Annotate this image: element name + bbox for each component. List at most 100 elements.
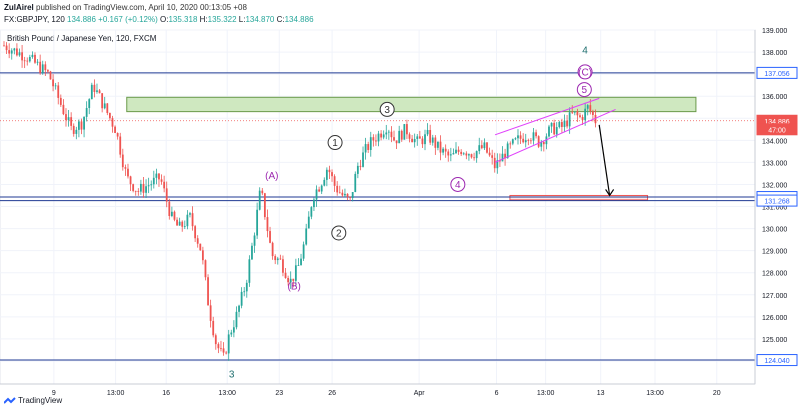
candle-body[interactable] xyxy=(449,154,452,156)
candle-body[interactable] xyxy=(328,169,331,173)
candle-body[interactable] xyxy=(421,138,424,145)
candle-body[interactable] xyxy=(584,108,587,121)
candle-body[interactable] xyxy=(579,115,581,117)
candle-body[interactable] xyxy=(49,71,52,80)
candle-body[interactable] xyxy=(101,93,104,109)
candle-body[interactable] xyxy=(346,193,349,197)
candle-body[interactable] xyxy=(434,137,437,148)
candle-body[interactable] xyxy=(21,52,23,61)
candle-body[interactable] xyxy=(478,145,481,152)
candle-body[interactable] xyxy=(26,60,29,62)
candle-body[interactable] xyxy=(501,153,504,162)
candle-body[interactable] xyxy=(62,104,65,115)
candle-body[interactable] xyxy=(75,129,78,134)
candle-body[interactable] xyxy=(555,127,558,135)
candle-body[interactable] xyxy=(323,179,326,186)
candle-body[interactable] xyxy=(96,90,98,92)
candle-body[interactable] xyxy=(393,137,395,141)
candle-body[interactable] xyxy=(437,141,439,148)
candle-body[interactable] xyxy=(158,173,160,180)
candle-body[interactable] xyxy=(475,151,478,159)
candle-body[interactable] xyxy=(248,259,251,283)
candle-body[interactable] xyxy=(318,189,321,192)
candle-body[interactable] xyxy=(28,56,31,62)
candle-body[interactable] xyxy=(336,185,339,193)
candle-body[interactable] xyxy=(103,103,106,109)
candle-body[interactable] xyxy=(41,64,44,73)
candle-body[interactable] xyxy=(127,168,129,177)
candle-body[interactable] xyxy=(380,133,383,138)
candle-body[interactable] xyxy=(509,143,512,145)
candle-body[interactable] xyxy=(217,344,220,349)
candle-body[interactable] xyxy=(214,335,217,345)
candle-body[interactable] xyxy=(106,103,109,113)
candle-body[interactable] xyxy=(550,122,553,127)
candle-body[interactable] xyxy=(589,105,592,112)
candle-body[interactable] xyxy=(573,111,576,113)
candle-body[interactable] xyxy=(480,145,483,149)
candle-body[interactable] xyxy=(282,259,284,273)
candle-body[interactable] xyxy=(375,140,377,142)
candle-body[interactable] xyxy=(196,238,199,244)
candle-body[interactable] xyxy=(333,176,336,186)
candle-body[interactable] xyxy=(245,282,248,292)
candle-body[interactable] xyxy=(204,260,207,278)
candle-body[interactable] xyxy=(93,84,96,92)
candle-body[interactable] xyxy=(369,137,372,150)
candle-body[interactable] xyxy=(364,144,367,153)
candle-body[interactable] xyxy=(147,185,150,187)
candle-body[interactable] xyxy=(227,334,230,354)
candle-body[interactable] xyxy=(385,132,388,135)
candle-body[interactable] xyxy=(594,114,597,124)
candle-body[interactable] xyxy=(78,121,80,130)
candle-body[interactable] xyxy=(36,61,39,63)
candle-body[interactable] xyxy=(119,136,122,155)
time-axis[interactable]: 9 13:00 16 13:00 23 26 Apr 6 13:00 13 13:00 20 xyxy=(0,383,755,397)
candle-body[interactable] xyxy=(473,157,475,159)
candle-body[interactable] xyxy=(553,122,556,135)
candle-body[interactable] xyxy=(307,216,310,229)
candle-body[interactable] xyxy=(263,193,266,218)
candle-body[interactable] xyxy=(145,186,147,193)
candle-body[interactable] xyxy=(431,137,434,143)
candle-body[interactable] xyxy=(581,116,584,121)
candle-body[interactable] xyxy=(287,278,290,283)
candle-body[interactable] xyxy=(297,265,300,266)
candle-body[interactable] xyxy=(313,199,315,208)
candle-body[interactable] xyxy=(568,112,571,127)
candle-body[interactable] xyxy=(57,85,60,98)
candle-body[interactable] xyxy=(418,136,421,139)
candle-body[interactable] xyxy=(483,142,486,149)
candle-body[interactable] xyxy=(137,191,140,192)
candle-body[interactable] xyxy=(470,154,473,158)
candle-body[interactable] xyxy=(256,209,259,236)
candle-body[interactable] xyxy=(220,348,222,350)
candle-body[interactable] xyxy=(524,140,527,143)
candle-body[interactable] xyxy=(5,45,8,51)
candle-body[interactable] xyxy=(132,184,135,191)
candle-body[interactable] xyxy=(499,160,501,162)
candle-body[interactable] xyxy=(331,172,333,177)
author-name[interactable]: ZulAirel xyxy=(4,3,34,12)
candle-body[interactable] xyxy=(325,169,328,180)
candle-body[interactable] xyxy=(165,188,168,202)
candle-body[interactable] xyxy=(225,352,228,354)
candle-body[interactable] xyxy=(359,165,362,167)
candle-body[interactable] xyxy=(54,85,57,87)
candle-body[interactable] xyxy=(561,122,563,127)
candle-body[interactable] xyxy=(70,117,73,126)
candle-body[interactable] xyxy=(406,124,408,135)
candle-body[interactable] xyxy=(591,111,594,115)
candles[interactable] xyxy=(3,41,597,361)
candle-body[interactable] xyxy=(390,131,393,138)
candle-body[interactable] xyxy=(398,130,401,144)
candle-body[interactable] xyxy=(142,183,145,193)
candle-body[interactable] xyxy=(400,130,403,140)
candle-body[interactable] xyxy=(429,129,432,143)
candle-body[interactable] xyxy=(31,54,34,57)
candle-body[interactable] xyxy=(586,105,589,109)
candle-body[interactable] xyxy=(517,135,519,139)
candle-body[interactable] xyxy=(416,136,419,140)
candle-body[interactable] xyxy=(276,258,279,261)
candle-body[interactable] xyxy=(183,226,186,228)
